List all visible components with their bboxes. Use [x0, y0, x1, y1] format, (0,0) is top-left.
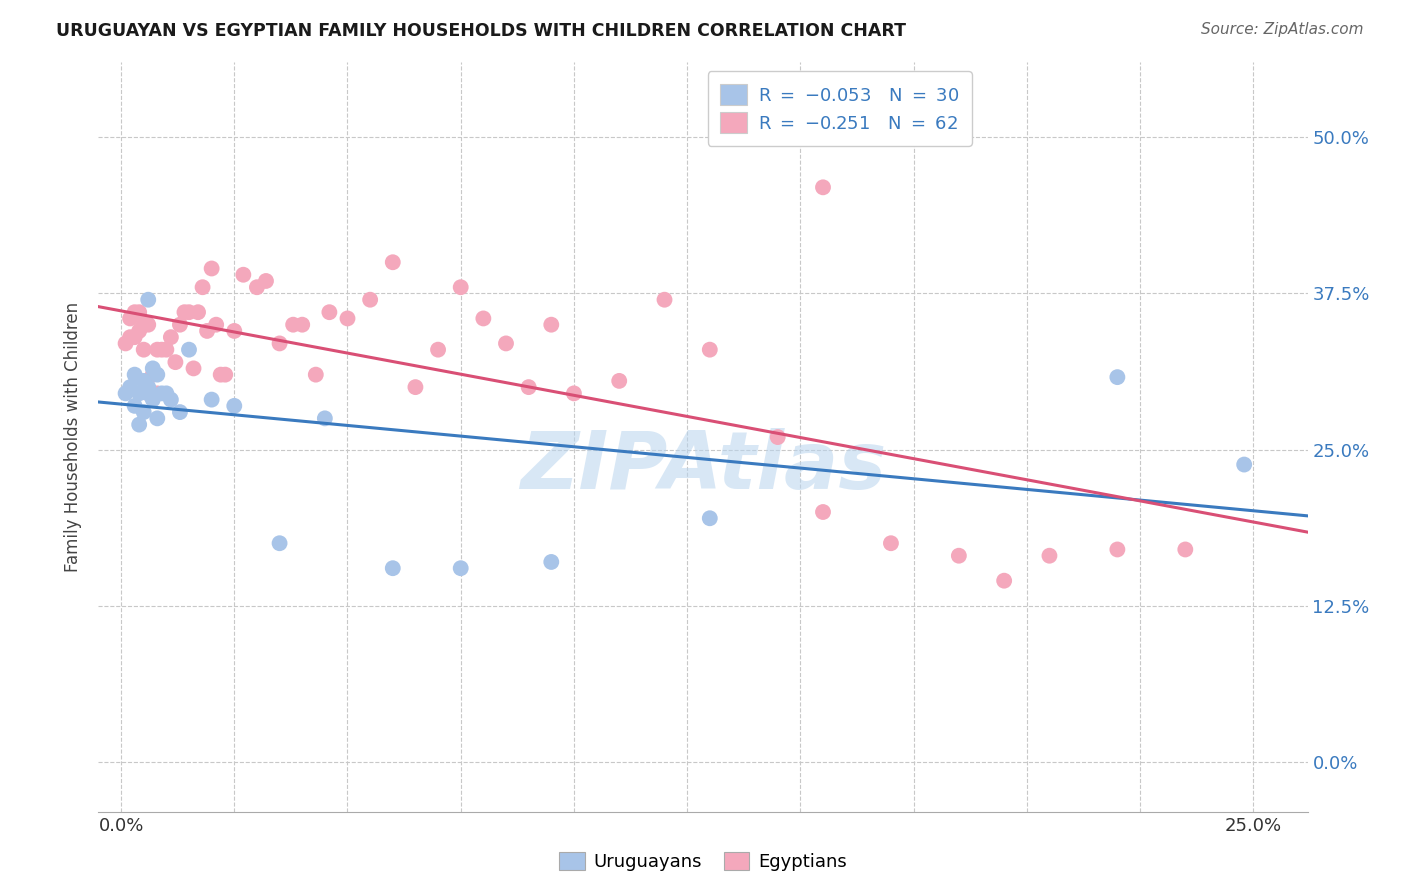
Point	[540, 318, 562, 332]
Legend: $\mathregular{R\ =\ }$$\mathregular{-0.053}$$\quad\mathregular{N\ =\ 30}$, $\mat: $\mathregular{R\ =\ }$$\mathregular{-0.0…	[707, 71, 972, 145]
Point	[169, 318, 191, 332]
Point	[146, 386, 169, 401]
Point	[124, 330, 146, 344]
Point	[562, 386, 585, 401]
Point	[291, 318, 314, 332]
Point	[136, 386, 159, 401]
Point	[114, 336, 136, 351]
Point	[314, 411, 336, 425]
Point	[136, 386, 159, 401]
Point	[142, 386, 165, 401]
Point	[283, 318, 305, 332]
Text: URUGUAYAN VS EGYPTIAN FAMILY HOUSEHOLDS WITH CHILDREN CORRELATION CHART: URUGUAYAN VS EGYPTIAN FAMILY HOUSEHOLDS …	[56, 22, 907, 40]
Point	[654, 293, 676, 307]
Point	[318, 305, 340, 319]
Text: ZIPAtlas: ZIPAtlas	[520, 428, 886, 506]
Point	[404, 380, 426, 394]
Point	[1174, 542, 1197, 557]
Point	[766, 430, 789, 444]
Point	[132, 343, 155, 357]
Point	[699, 343, 721, 357]
Point	[165, 355, 187, 369]
Point	[150, 343, 173, 357]
Point	[128, 386, 150, 401]
Point	[136, 318, 159, 332]
Point	[142, 392, 165, 407]
Point	[146, 368, 169, 382]
Point	[128, 305, 150, 319]
Point	[1107, 542, 1129, 557]
Point	[155, 386, 177, 401]
Point	[201, 392, 224, 407]
Point	[128, 417, 150, 432]
Point	[124, 368, 146, 382]
Point	[517, 380, 540, 394]
Point	[607, 374, 630, 388]
Text: Source: ZipAtlas.com: Source: ZipAtlas.com	[1201, 22, 1364, 37]
Point	[880, 536, 903, 550]
Point	[993, 574, 1015, 588]
Point	[142, 368, 165, 382]
Point	[120, 380, 142, 394]
Point	[1233, 458, 1256, 472]
Point	[269, 336, 291, 351]
Point	[948, 549, 970, 563]
Point	[146, 343, 169, 357]
Point	[195, 324, 218, 338]
Point	[191, 280, 214, 294]
Point	[450, 561, 472, 575]
Point	[232, 268, 254, 282]
Point	[155, 343, 177, 357]
Point	[132, 318, 155, 332]
Point	[540, 555, 562, 569]
Point	[269, 536, 291, 550]
Point	[173, 305, 195, 319]
Point	[136, 293, 159, 307]
Point	[699, 511, 721, 525]
Legend: Uruguayans, Egyptians: Uruguayans, Egyptians	[553, 845, 853, 879]
Point	[142, 361, 165, 376]
Point	[254, 274, 277, 288]
Point	[1038, 549, 1060, 563]
Point	[811, 505, 834, 519]
Point	[132, 405, 155, 419]
Point	[246, 280, 269, 294]
Point	[209, 368, 232, 382]
Point	[177, 305, 200, 319]
Point	[811, 180, 834, 194]
Point	[336, 311, 359, 326]
Point	[427, 343, 450, 357]
Point	[114, 386, 136, 401]
Point	[450, 280, 472, 294]
Point	[128, 324, 150, 338]
Point	[201, 261, 224, 276]
Point	[150, 386, 173, 401]
Point	[495, 336, 517, 351]
Point	[359, 293, 381, 307]
Point	[1107, 370, 1129, 384]
Point	[146, 411, 169, 425]
Point	[224, 324, 246, 338]
Point	[305, 368, 328, 382]
Point	[381, 561, 404, 575]
Point	[124, 305, 146, 319]
Point	[132, 374, 155, 388]
Point	[205, 318, 228, 332]
Point	[160, 330, 183, 344]
Point	[187, 305, 209, 319]
Point	[472, 311, 495, 326]
Point	[160, 392, 183, 407]
Point	[224, 399, 246, 413]
Point	[120, 311, 142, 326]
Point	[169, 405, 191, 419]
Point	[120, 330, 142, 344]
Point	[124, 399, 146, 413]
Point	[177, 343, 200, 357]
Point	[214, 368, 236, 382]
Point	[183, 361, 205, 376]
Point	[381, 255, 404, 269]
Point	[136, 380, 159, 394]
Y-axis label: Family Households with Children: Family Households with Children	[65, 302, 83, 572]
